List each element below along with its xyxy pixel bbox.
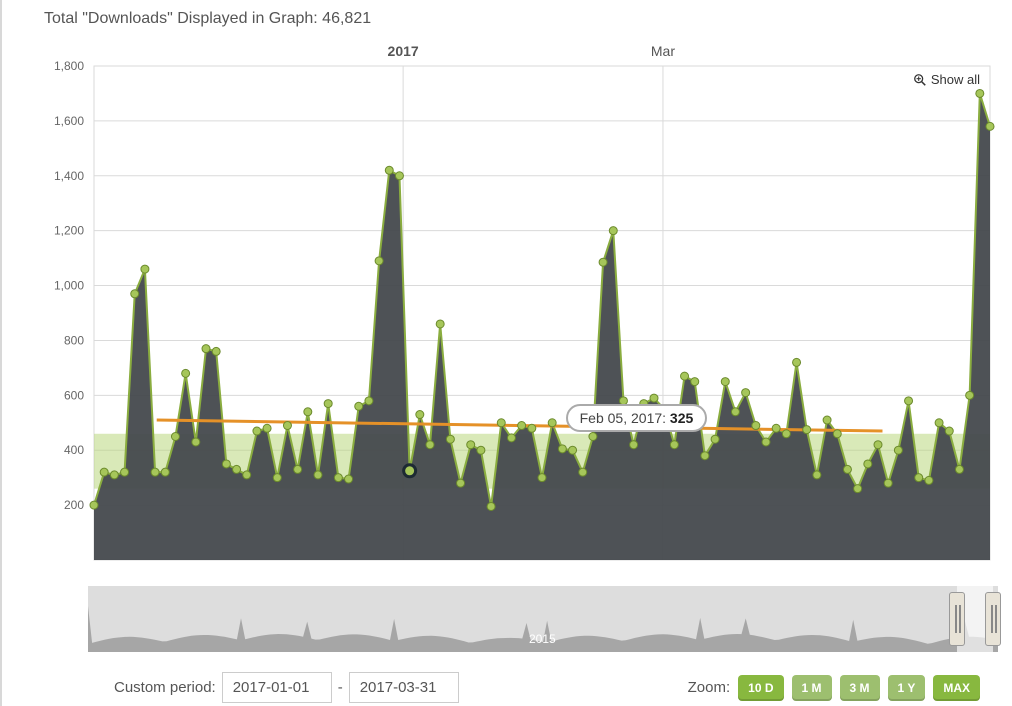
svg-text:1,600: 1,600 [54,114,84,128]
zoom-1m-button[interactable]: 1 M [792,675,832,701]
svg-text:1,200: 1,200 [54,224,84,238]
title-value: 46,821 [322,10,371,27]
graph-total-label: Total "Downloads" Displayed in Graph: 46… [14,10,1000,28]
svg-text:200: 200 [64,498,84,512]
svg-text:800: 800 [64,333,84,347]
svg-text:400: 400 [64,443,84,457]
zoom-3m-button[interactable]: 3 M [840,675,880,701]
overview-scrubber[interactable]: 2015 [88,586,998,652]
zoom-max-button[interactable]: MAX [933,675,980,701]
period-to-input[interactable] [349,672,459,703]
main-chart[interactable]: 200 400 600 800 1,000 1,200 1,400 1,600 1,800 201… [20,34,998,590]
chart-canvas: 200 400 600 800 1,000 1,200 1,400 1,600 1,800 201… [20,34,998,590]
svg-text:600: 600 [64,388,84,402]
zoom-label: Zoom: [688,679,731,696]
svg-text:1,400: 1,400 [54,169,84,183]
svg-text:1,000: 1,000 [54,279,84,293]
overview-handle-right[interactable] [985,592,1001,646]
title-prefix: Total "Downloads" Displayed in Graph: [44,10,322,27]
zoom-1y-button[interactable]: 1 Y [888,675,926,701]
overview-handle-left[interactable] [949,592,965,646]
overview-mid-label: 2015 [529,632,556,646]
period-label: Custom period: [114,679,216,696]
zoom-icon [913,73,927,87]
period-sep: - [338,679,343,696]
custom-period: Custom period: - [114,672,459,703]
svg-text:Mar: Mar [651,43,675,59]
show-all-label: Show all [931,72,980,87]
show-all-button[interactable]: Show all [913,72,980,87]
period-from-input[interactable] [222,672,332,703]
zoom-10d-button[interactable]: 10 D [738,675,783,701]
svg-text:1,800: 1,800 [54,59,84,73]
zoom-controls: Zoom: 10 D 1 M 3 M 1 Y MAX [688,675,980,701]
svg-text:2017: 2017 [388,43,419,59]
